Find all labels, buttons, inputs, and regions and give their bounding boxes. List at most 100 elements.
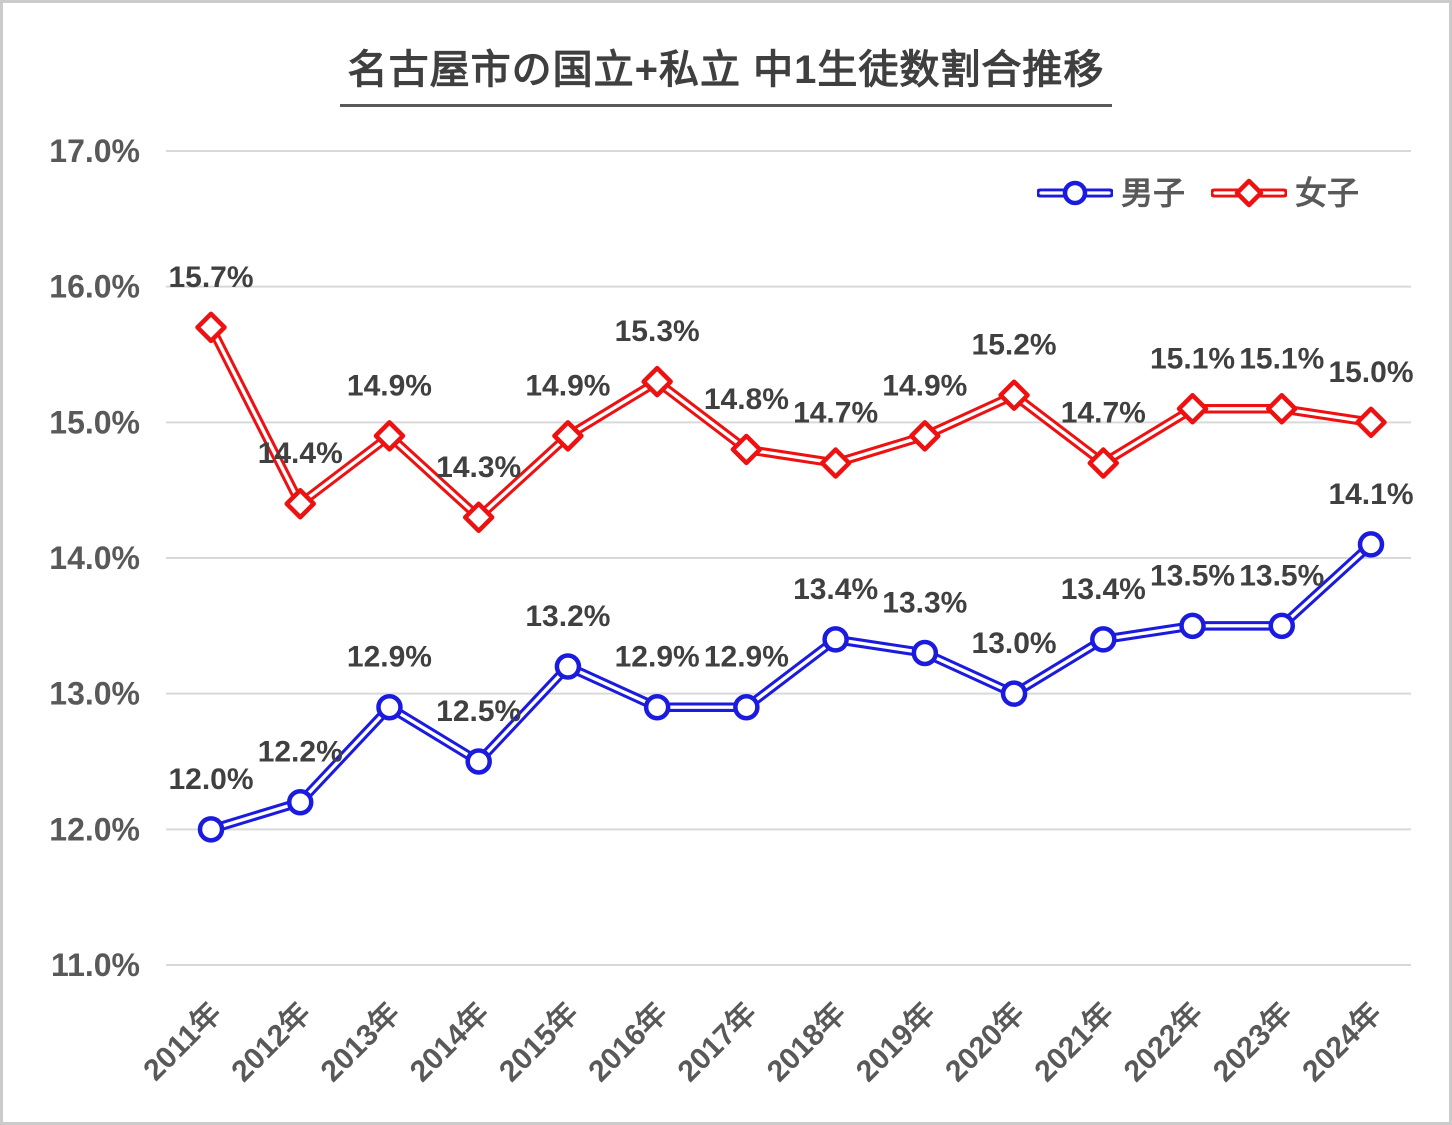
data-point-label-boys: 12.9% — [704, 641, 789, 674]
data-point-marker-boys — [197, 816, 225, 843]
y-axis-tick-label: 15.0% — [49, 404, 140, 440]
data-point-marker-boys — [911, 639, 939, 667]
x-axis-tick-label: 2011年 — [137, 997, 228, 1088]
data-point-label-girls: 14.8% — [704, 383, 789, 416]
data-point-label-girls: 15.0% — [1328, 356, 1413, 389]
y-axis-tick-label: 17.0% — [49, 133, 140, 169]
series-markers-girls — [195, 311, 1387, 534]
data-point-marker-boys — [1090, 626, 1117, 653]
x-axis-tick-label: 2023年 — [1207, 997, 1299, 1089]
data-point-marker-girls — [1355, 406, 1387, 439]
data-point-marker-girls — [1266, 393, 1298, 425]
series-data-labels-boys: 12.0%12.2%12.9%12.5%13.2%12.9% 12.9%13.4%… — [168, 478, 1413, 796]
data-point-label-girls: 14.9% — [525, 369, 610, 402]
series-boys: 12.0%12.2%12.9%12.5%13.2%12.9% 12.9%13.4%… — [168, 478, 1414, 843]
data-point-marker-boys — [1357, 531, 1385, 558]
data-point-label-girls: 15.7% — [168, 261, 253, 294]
series-markers-boys — [197, 531, 1385, 843]
x-axis-tick-label: 2013年 — [315, 997, 407, 1089]
legend-diamond-marker-icon — [1211, 178, 1288, 208]
series-line-inner-boys — [209, 542, 1373, 832]
x-axis-tick-label: 2019年 — [850, 997, 942, 1089]
line-chart-canvas: 11.0% 12.0% 13.0% 14.0% 15.0% 16.0% 17.0% 2011年… — [49, 133, 1414, 1089]
legend-item-girls: 女子 — [1211, 177, 1359, 209]
data-point-label-boys: 13.3% — [882, 586, 967, 619]
data-point-marker-boys — [822, 626, 849, 653]
y-axis-tick-label: 13.0% — [49, 676, 140, 712]
data-point-marker-boys — [1000, 680, 1028, 707]
data-point-marker-girls — [373, 420, 406, 452]
data-point-marker-boys — [465, 748, 492, 775]
data-point-label-boys: 13.5% — [1239, 559, 1324, 592]
legend-marker-shape — [1062, 180, 1088, 206]
data-point-label-boys: 12.5% — [436, 695, 521, 728]
data-point-marker-girls — [1087, 447, 1120, 479]
data-point-label-boys: 14.1% — [1328, 478, 1413, 511]
data-point-marker-girls — [730, 433, 763, 466]
series-data-labels-girls: 15.7%14.4%14.9%14.3%14.9%15.3%14.8% 14.7%… — [168, 261, 1413, 484]
series-girls: 15.7%14.4%14.9%14.3%14.9%15.3%14.8% 14.7%… — [168, 261, 1414, 534]
series-line-inner-girls — [209, 325, 1373, 519]
data-point-label-boys: 12.9% — [615, 641, 700, 674]
y-axis-tick-label: 16.0% — [49, 269, 140, 305]
data-point-marker-girls — [284, 487, 316, 520]
x-axis-tick-label: 2017年 — [672, 997, 764, 1089]
data-point-marker-boys — [376, 693, 403, 721]
x-axis-tick-label: 2024年 — [1296, 997, 1388, 1089]
y-axis-tick-label: 11.0% — [51, 947, 140, 983]
legend-item-boys: 男子 — [1037, 177, 1185, 209]
data-point-label-boys: 12.9% — [347, 641, 432, 674]
data-point-label-boys: 13.2% — [525, 600, 610, 633]
data-point-label-boys: 13.4% — [793, 573, 878, 606]
data-point-label-girls: 14.4% — [258, 437, 343, 470]
x-axis-tick-labels: 2011年2012年2013年2014年2015年2016年2017年2018年… — [137, 997, 1388, 1089]
y-axis-tick-label: 12.0% — [49, 811, 140, 847]
data-point-label-girls: 14.9% — [347, 369, 432, 402]
y-axis-tick-labels: 11.0% 12.0% 13.0% 14.0% 15.0% 16.0% 17.0% — [49, 133, 140, 983]
data-point-marker-boys — [643, 693, 671, 721]
data-point-label-boys: 13.0% — [972, 627, 1057, 660]
data-point-marker-girls — [641, 365, 673, 398]
data-point-label-girls: 14.7% — [793, 397, 878, 430]
data-point-marker-girls — [819, 447, 852, 479]
legend-label-boys: 男子 — [1121, 175, 1186, 211]
data-point-marker-boys — [733, 693, 760, 721]
data-point-marker-girls — [195, 311, 227, 344]
chart-title: 名古屋市の国立+私立 中1生徒数割合推移 — [339, 37, 1113, 107]
data-point-label-girls: 15.3% — [615, 315, 700, 348]
data-point-marker-girls — [1176, 393, 1209, 425]
legend: 男子 女子 — [1037, 177, 1359, 209]
data-point-marker-girls — [998, 379, 1030, 411]
data-point-label-girls: 15.1% — [1150, 342, 1235, 375]
legend-marker-shape — [1234, 178, 1264, 208]
data-point-label-girls: 14.9% — [882, 369, 967, 402]
legend-circle-marker-icon — [1037, 180, 1113, 206]
legend-label-girls: 女子 — [1295, 175, 1360, 211]
data-point-marker-boys — [286, 788, 314, 816]
x-axis-tick-label: 2021年 — [1029, 997, 1121, 1089]
x-axis-tick-label: 2012年 — [225, 997, 317, 1089]
x-axis-tick-label: 2022年 — [1118, 997, 1210, 1089]
x-axis-tick-label: 2014年 — [404, 997, 496, 1089]
data-point-marker-boys — [1268, 612, 1296, 640]
x-axis-tick-label: 2020年 — [939, 997, 1031, 1089]
data-point-label-boys: 13.5% — [1150, 559, 1235, 592]
data-point-label-boys: 12.2% — [258, 736, 343, 769]
x-axis-tick-label: 2016年 — [582, 997, 674, 1089]
chart-title-wrap: 名古屋市の国立+私立 中1生徒数割合推移 — [3, 37, 1449, 107]
data-point-marker-girls — [909, 420, 941, 452]
gridlines — [166, 149, 1411, 966]
data-point-label-girls: 15.1% — [1239, 342, 1324, 375]
data-point-label-girls: 14.7% — [1061, 397, 1146, 430]
data-point-marker-boys — [554, 653, 582, 680]
data-point-marker-girls — [462, 501, 495, 534]
data-point-label-girls: 15.2% — [972, 329, 1057, 362]
data-point-marker-girls — [552, 420, 584, 452]
data-point-label-boys: 13.4% — [1061, 573, 1146, 606]
x-axis-tick-label: 2018年 — [761, 997, 853, 1089]
data-point-label-boys: 12.0% — [168, 763, 253, 796]
data-point-label-girls: 14.3% — [436, 451, 521, 484]
y-axis-tick-label: 14.0% — [49, 540, 140, 576]
data-point-marker-boys — [1179, 612, 1206, 640]
